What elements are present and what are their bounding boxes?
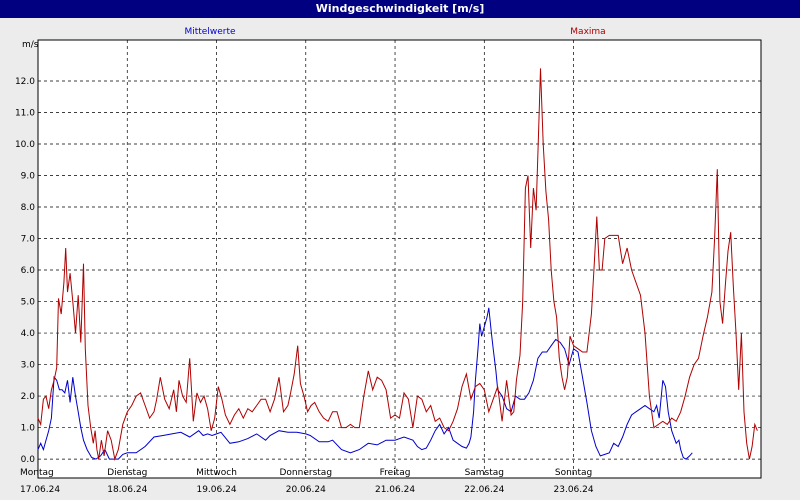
y-tick-label: 10.0: [15, 140, 35, 150]
y-tick-label: 7.0: [21, 235, 36, 245]
series-line-maxima: [37, 68, 758, 461]
y-tick-label: 6.0: [21, 266, 36, 276]
chart-title: Windgeschwindigkeit [m/s]: [0, 0, 800, 18]
series-line-mittelwerte: [37, 307, 693, 460]
x-tick-date-label: 21.06.24: [375, 485, 415, 495]
x-tick-day-label: Dienstag: [107, 468, 147, 478]
x-tick-day-label: Montag: [20, 468, 54, 478]
y-tick-label: 11.0: [15, 108, 35, 118]
x-tick-date-label: 19.06.24: [196, 485, 236, 495]
x-tick-date-label: 17.06.24: [20, 485, 60, 495]
y-tick-label: 4.0: [21, 329, 36, 339]
x-tick-day-label: Donnerstag: [280, 468, 333, 478]
x-tick-day-label: Mittwoch: [196, 468, 237, 478]
x-tick-labels: Montag 17.06.24 Dienstag 18.06.24 Mittwoch 19…: [20, 468, 594, 495]
x-tick-date-label: 18.06.24: [107, 485, 147, 495]
y-tick-label: 8.0: [21, 203, 36, 213]
wind-speed-chart: 0.0 1.0 2.0 3.0 4.0 5.0 6.0 7.0 8.0 9.0 10.0 11.0 12…: [15, 27, 762, 495]
y-tick-label: 2.0: [21, 392, 36, 402]
x-tick-day-label: Freitag: [380, 468, 411, 478]
y-tick-label: 1.0: [21, 424, 36, 434]
plot-area: [37, 39, 762, 479]
legend-mittelwerte: Mittelwerte: [184, 27, 235, 37]
x-tick-date-label: 23.06.24: [554, 485, 594, 495]
x-tick-day-label: Sonntag: [555, 468, 592, 478]
legend-maxima: Maxima: [570, 27, 605, 37]
grid-lines: [38, 40, 761, 478]
y-tick-label: 3.0: [21, 361, 36, 371]
x-tick-date-label: 22.06.24: [464, 485, 504, 495]
series-lines: [37, 68, 758, 461]
x-tick-date-label: 20.06.24: [286, 485, 326, 495]
x-tick-day-label: Samstag: [465, 468, 504, 478]
y-tick-label: 12.0: [15, 77, 35, 87]
y-axis-unit-label: m/s: [22, 40, 39, 50]
y-tick-label: 5.0: [21, 298, 36, 308]
y-tick-label: 0.0: [21, 455, 36, 465]
y-tick-label: 9.0: [21, 171, 36, 181]
y-tick-labels: 0.0 1.0 2.0 3.0 4.0 5.0 6.0 7.0 8.0 9.0 10.0 11.0 12…: [15, 77, 35, 465]
